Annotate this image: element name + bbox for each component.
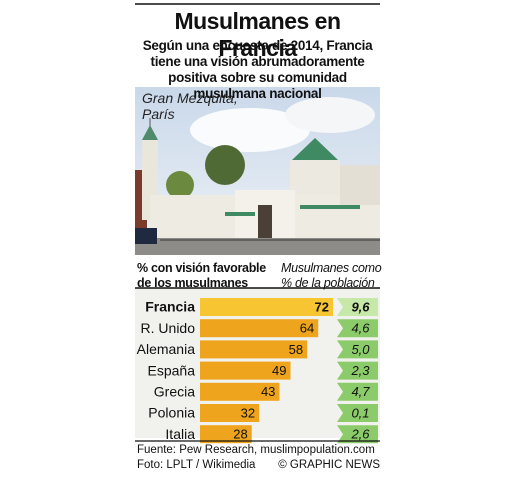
bar xyxy=(200,319,319,338)
bar-value-label: 64 xyxy=(300,321,314,336)
copyright: © GRAPHIC NEWS xyxy=(278,459,380,471)
subtitle: Según una encuesta de 2014, Francia tien… xyxy=(142,38,373,101)
bar-value-label: 43 xyxy=(261,384,275,399)
category-label: Italia xyxy=(165,426,195,442)
population-box xyxy=(337,382,378,401)
category-label: R. Unido xyxy=(141,320,196,336)
population-label: 2,3 xyxy=(350,363,370,378)
bar xyxy=(200,361,291,380)
population-label: 5,0 xyxy=(351,342,370,357)
photo-caption: Gran Mezquita, París xyxy=(142,90,238,122)
bar-value-label: 28 xyxy=(233,427,247,442)
bar-value-label: 72 xyxy=(315,299,329,314)
category-label: España xyxy=(148,362,196,378)
category-label: Francia xyxy=(145,299,195,315)
population-box xyxy=(337,319,378,338)
category-label: Alemania xyxy=(137,341,196,357)
bar xyxy=(200,298,333,316)
population-label: 4,6 xyxy=(351,321,370,336)
population-box xyxy=(337,404,378,422)
population-box xyxy=(337,340,378,359)
source: Fuente: Pew Research, muslimpopulation.c… xyxy=(137,444,375,456)
bar xyxy=(200,340,308,359)
credit: Foto: LPLT / Wikimedia xyxy=(137,459,256,471)
population-box xyxy=(337,425,378,444)
bar-value-label: 58 xyxy=(289,342,303,357)
population-label: 4,7 xyxy=(351,384,370,399)
photo xyxy=(135,87,380,255)
bar xyxy=(200,425,252,444)
population-label: 0,1 xyxy=(351,405,369,420)
title: Musulmanes en Francia xyxy=(174,8,341,61)
bar xyxy=(200,404,260,422)
category-label: Polonia xyxy=(148,405,195,421)
bar xyxy=(200,382,280,401)
series-header: Musulmanes como % de la población xyxy=(281,261,382,290)
population-box xyxy=(337,361,378,380)
bar-value-label: 32 xyxy=(241,405,255,420)
population-label: 9,6 xyxy=(351,299,370,314)
category-label: Grecia xyxy=(154,384,195,400)
population-box xyxy=(337,298,378,316)
series-header: % con visión favorable de los musulmanes xyxy=(137,261,266,290)
population-label: 2,6 xyxy=(350,427,370,442)
bar-value-label: 49 xyxy=(272,363,286,378)
